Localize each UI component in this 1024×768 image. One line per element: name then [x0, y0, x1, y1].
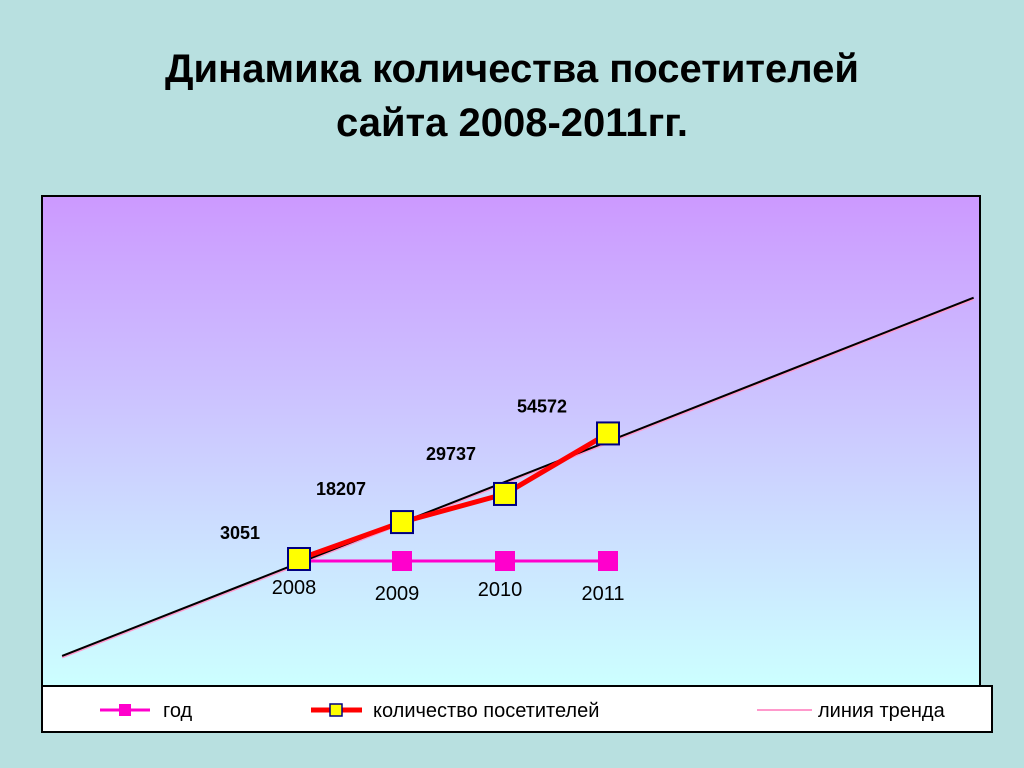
year-point-2011: [598, 551, 618, 571]
legend-marker-visitors: [329, 703, 343, 717]
data-label-2008: 3051: [220, 523, 260, 543]
year-point-2009: [392, 551, 412, 571]
category-label-2010: 2010: [478, 579, 523, 601]
category-label-2008: 2008: [272, 577, 317, 599]
visitors-point-2011: [596, 421, 620, 446]
slide-title: Динамика количества посетителей сайта 20…: [0, 42, 1024, 150]
category-label-2009: 2009: [375, 583, 420, 605]
visitors-point-2010: [493, 481, 517, 506]
visitors-series-line: [298, 431, 610, 562]
category-label-2011: 2011: [581, 583, 624, 605]
data-label-2010: 29737: [426, 444, 476, 464]
legend-label-trend: линия тренда: [818, 700, 946, 722]
trend-line: [61, 296, 975, 657]
legend: год количество посетителей линия тренда: [100, 700, 946, 722]
visitors-point-2008: [287, 547, 311, 571]
legend-label-year: год: [163, 700, 193, 722]
visitors-point-2009: [390, 510, 414, 535]
data-label-2009: 18207: [316, 479, 366, 499]
trend-line-shadow: [61, 298, 975, 659]
title-line-1: Динамика количества посетителей: [165, 47, 859, 91]
year-point-2010: [495, 551, 515, 571]
title-line-2: сайта 2008-2011гг.: [335, 101, 689, 145]
legend-marker-year: [119, 704, 131, 716]
legend-box: [41, 685, 993, 733]
plot-area: [41, 195, 981, 687]
legend-label-visitors: количество посетителей: [373, 700, 599, 722]
data-label-2011: 54572: [517, 396, 567, 416]
